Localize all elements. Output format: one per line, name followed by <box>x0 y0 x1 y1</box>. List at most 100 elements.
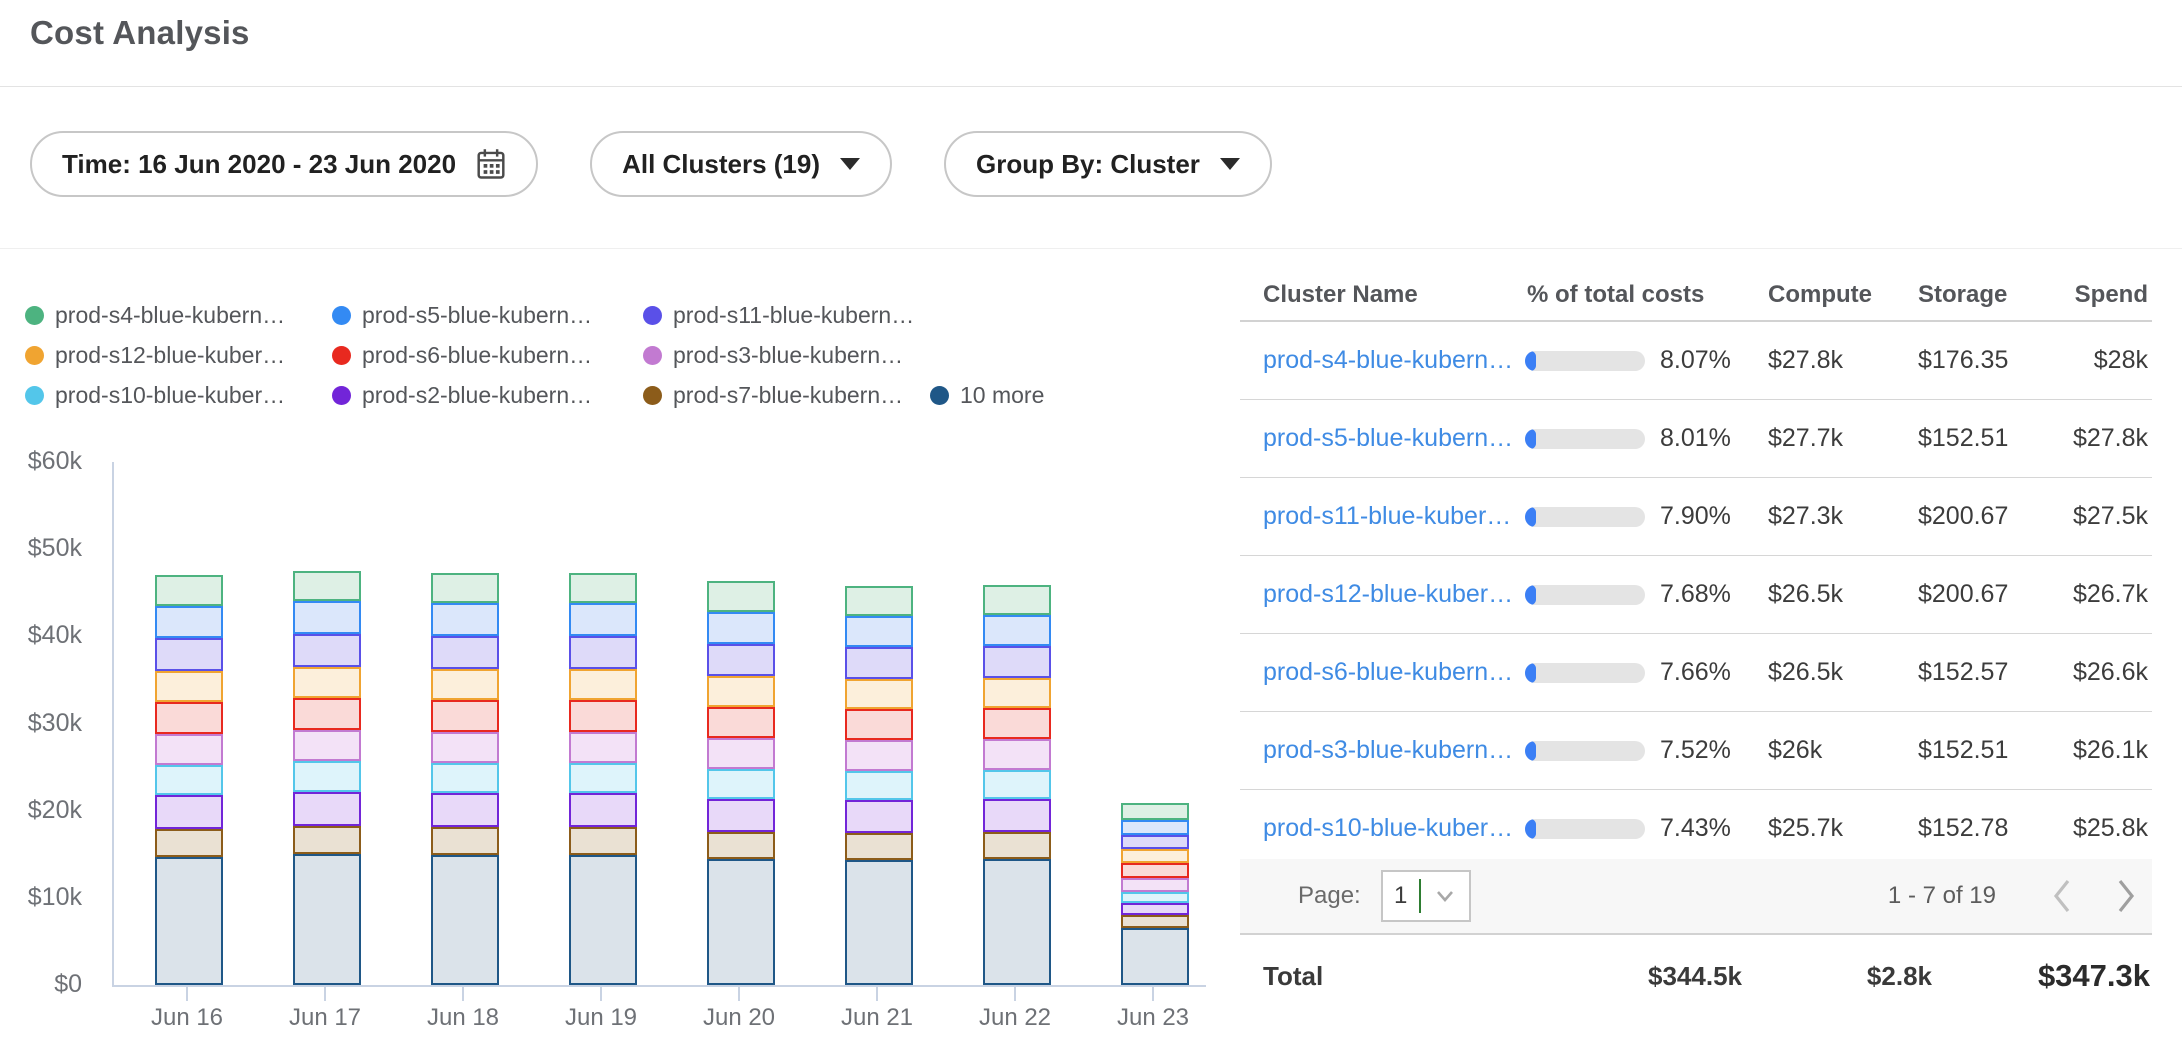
cluster-name-link[interactable]: prod-s5-blue-kubern… <box>1240 424 1525 453</box>
bar-segment[interactable] <box>155 702 223 734</box>
bar-segment[interactable] <box>293 730 361 761</box>
bar-segment[interactable] <box>983 615 1051 646</box>
stacked-bar-jun-18[interactable] <box>431 573 499 985</box>
cluster-name-link[interactable]: prod-s12-blue-kuber… <box>1240 580 1525 609</box>
bar-segment[interactable] <box>983 770 1051 799</box>
bar-segment[interactable] <box>431 636 499 669</box>
cluster-name-link[interactable]: prod-s4-blue-kubern… <box>1240 346 1525 375</box>
legend-item[interactable]: prod-s2-blue-kubern… <box>332 382 643 409</box>
bar-segment[interactable] <box>569 636 637 669</box>
bar-segment[interactable] <box>707 799 775 832</box>
stacked-bar-jun-20[interactable] <box>707 581 775 985</box>
legend-item[interactable]: prod-s4-blue-kubern… <box>25 302 332 329</box>
bar-segment[interactable] <box>155 829 223 857</box>
previous-page-button[interactable] <box>2052 878 2072 914</box>
bar-segment[interactable] <box>155 734 223 765</box>
bar-segment[interactable] <box>293 761 361 792</box>
bar-segment[interactable] <box>707 581 775 612</box>
bar-segment[interactable] <box>983 739 1051 770</box>
bar-segment[interactable] <box>431 763 499 793</box>
page-select[interactable]: 1 <box>1381 870 1471 922</box>
bar-segment[interactable] <box>431 669 499 700</box>
bar-segment[interactable] <box>845 709 913 740</box>
bar-segment[interactable] <box>707 707 775 738</box>
bar-segment[interactable] <box>293 634 361 667</box>
bar-segment[interactable] <box>707 738 775 769</box>
bar-segment[interactable] <box>845 647 913 679</box>
bar-segment[interactable] <box>983 859 1051 985</box>
bar-segment[interactable] <box>707 644 775 676</box>
legend-item[interactable]: prod-s3-blue-kubern… <box>643 342 930 369</box>
bar-segment[interactable] <box>983 799 1051 832</box>
bar-segment[interactable] <box>1121 835 1189 849</box>
bar-segment[interactable] <box>431 732 499 763</box>
bar-segment[interactable] <box>155 638 223 671</box>
bar-segment[interactable] <box>1121 928 1189 985</box>
cluster-name-link[interactable]: prod-s3-blue-kubern… <box>1240 736 1525 765</box>
bar-segment[interactable] <box>293 826 361 854</box>
bar-segment[interactable] <box>845 740 913 771</box>
legend-item[interactable]: prod-s5-blue-kubern… <box>332 302 643 329</box>
bar-segment[interactable] <box>1121 863 1189 878</box>
bar-segment[interactable] <box>155 795 223 829</box>
legend-item[interactable]: prod-s10-blue-kuber… <box>25 382 332 409</box>
clusters-filter-dropdown[interactable]: All Clusters (19) <box>590 131 892 197</box>
bar-segment[interactable] <box>569 793 637 827</box>
bar-segment[interactable] <box>845 771 913 800</box>
bar-segment[interactable] <box>1121 803 1189 820</box>
bar-segment[interactable] <box>569 700 637 732</box>
bar-segment[interactable] <box>983 646 1051 678</box>
bar-segment[interactable] <box>293 601 361 634</box>
bar-segment[interactable] <box>845 586 913 616</box>
bar-segment[interactable] <box>569 732 637 763</box>
stacked-bar-jun-17[interactable] <box>293 571 361 985</box>
legend-item[interactable]: prod-s7-blue-kubern… <box>643 382 930 409</box>
cluster-name-link[interactable]: prod-s11-blue-kuber… <box>1240 502 1525 531</box>
legend-item[interactable]: prod-s6-blue-kubern… <box>332 342 643 369</box>
bar-segment[interactable] <box>983 585 1051 615</box>
bar-segment[interactable] <box>1121 849 1189 863</box>
legend-item[interactable]: 10 more <box>930 382 1044 409</box>
bar-segment[interactable] <box>569 669 637 700</box>
bar-segment[interactable] <box>431 793 499 827</box>
stacked-bar-jun-19[interactable] <box>569 573 637 985</box>
bar-segment[interactable] <box>293 667 361 698</box>
legend-item[interactable]: prod-s12-blue-kuber… <box>25 342 332 369</box>
group-by-dropdown[interactable]: Group By: Cluster <box>944 131 1272 197</box>
bar-segment[interactable] <box>983 678 1051 708</box>
bar-segment[interactable] <box>1121 892 1189 903</box>
bar-segment[interactable] <box>1121 820 1189 835</box>
bar-segment[interactable] <box>1121 878 1189 892</box>
bar-segment[interactable] <box>431 573 499 603</box>
bar-segment[interactable] <box>569 573 637 603</box>
bar-segment[interactable] <box>707 676 775 707</box>
bar-segment[interactable] <box>845 679 913 709</box>
stacked-bar-jun-21[interactable] <box>845 586 913 985</box>
bar-segment[interactable] <box>707 769 775 799</box>
bar-segment[interactable] <box>569 827 637 855</box>
legend-item[interactable]: prod-s11-blue-kubern… <box>643 302 930 329</box>
cluster-name-link[interactable]: prod-s6-blue-kubern… <box>1240 658 1525 687</box>
bar-segment[interactable] <box>569 855 637 985</box>
bar-segment[interactable] <box>155 765 223 795</box>
bar-segment[interactable] <box>155 575 223 606</box>
bar-segment[interactable] <box>431 855 499 985</box>
bar-segment[interactable] <box>155 606 223 638</box>
bar-segment[interactable] <box>293 792 361 826</box>
bar-segment[interactable] <box>431 603 499 636</box>
stacked-bar-jun-22[interactable] <box>983 585 1051 985</box>
time-range-filter[interactable]: Time: 16 Jun 2020 - 23 Jun 2020 <box>30 131 538 197</box>
bar-segment[interactable] <box>707 832 775 859</box>
bar-segment[interactable] <box>707 859 775 985</box>
bar-segment[interactable] <box>983 832 1051 859</box>
bar-segment[interactable] <box>293 571 361 601</box>
bar-segment[interactable] <box>155 671 223 702</box>
bar-segment[interactable] <box>845 860 913 985</box>
bar-segment[interactable] <box>845 833 913 860</box>
stacked-bar-jun-23[interactable] <box>1121 803 1189 985</box>
stacked-bar-jun-16[interactable] <box>155 575 223 985</box>
cluster-name-link[interactable]: prod-s10-blue-kuber… <box>1240 814 1525 843</box>
bar-segment[interactable] <box>845 616 913 647</box>
bar-segment[interactable] <box>983 708 1051 739</box>
bar-segment[interactable] <box>1121 915 1189 928</box>
